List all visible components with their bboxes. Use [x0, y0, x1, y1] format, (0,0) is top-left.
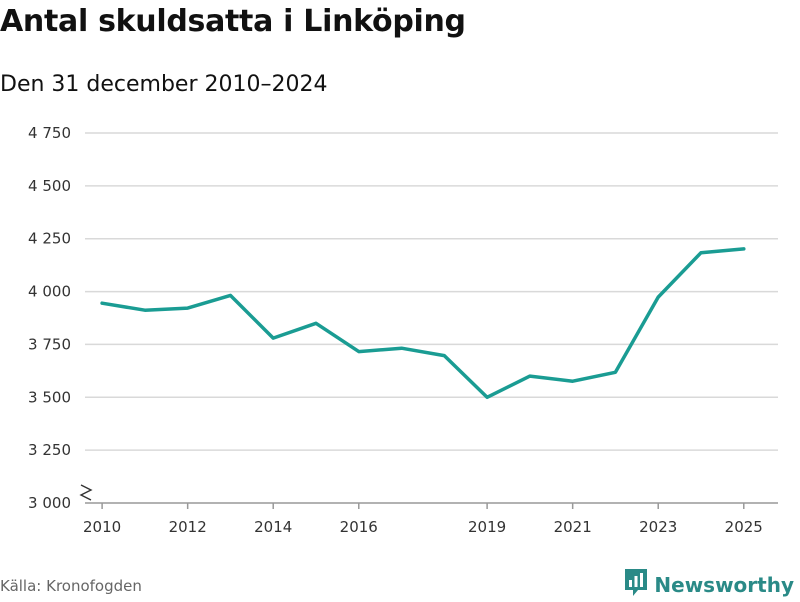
source-note: Källa: Kronofogden [0, 577, 142, 595]
brand-logo: Newsworthy [624, 568, 794, 602]
data-point [699, 251, 703, 255]
x-axis [85, 502, 778, 509]
y-tick-label: 3 500 [28, 388, 71, 406]
x-tick-label: 2021 [554, 518, 592, 536]
data-point [228, 293, 232, 297]
data-point [357, 350, 361, 354]
x-tick-label: 2010 [83, 518, 121, 536]
x-tick-label: 2019 [468, 518, 506, 536]
x-tick-label: 2016 [340, 518, 378, 536]
y-axis-labels: 3 000 3 250 3 500 3 750 4 000 4 250 4 500 4 750 [28, 124, 71, 512]
x-tick-label: 2014 [254, 518, 292, 536]
x-tick-label: 2012 [169, 518, 207, 536]
chart-subtitle: Den 31 december 2010–2024 [0, 72, 328, 97]
y-tick-label: 3 750 [28, 335, 71, 353]
data-point [571, 379, 575, 383]
data-point [485, 395, 489, 399]
data-point [143, 308, 147, 312]
gridlines [85, 132, 778, 451]
newsworthy-logo-icon [624, 568, 648, 602]
data-point [314, 321, 318, 325]
brand-name: Newsworthy [654, 573, 794, 597]
data-point [656, 295, 660, 299]
axis-break-marker [79, 484, 93, 501]
data-point [742, 247, 746, 251]
x-axis-labels: 2010 2012 2014 2016 2019 2021 2023 2025 [83, 518, 763, 536]
data-point [528, 374, 532, 378]
y-tick-label: 4 000 [28, 283, 71, 301]
y-tick-label: 4 500 [28, 177, 71, 195]
data-point [100, 301, 104, 305]
x-tick-label: 2023 [639, 518, 677, 536]
y-tick-label: 4 750 [28, 124, 71, 142]
axis-break-icon [79, 484, 93, 501]
series-line [100, 247, 746, 400]
data-point [186, 306, 190, 310]
series-layer [100, 247, 746, 400]
x-tick-label: 2025 [725, 518, 763, 536]
data-point [271, 336, 275, 340]
data-point [613, 370, 617, 374]
chart-title: Antal skuldsatta i Linköping [0, 4, 466, 39]
y-tick-label: 4 250 [28, 230, 71, 248]
data-point [442, 354, 446, 358]
y-tick-label: 3 250 [28, 441, 71, 459]
data-point [400, 346, 404, 350]
y-tick-label: 3 000 [28, 494, 71, 512]
